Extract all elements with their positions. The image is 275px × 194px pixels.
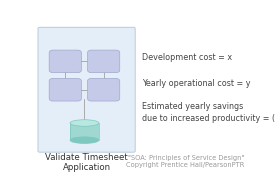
Text: Validate Timesheet
Application: Validate Timesheet Application [45,152,128,172]
Ellipse shape [70,137,99,143]
FancyBboxPatch shape [87,50,120,73]
Text: Yearly operational cost = y: Yearly operational cost = y [142,79,251,87]
FancyBboxPatch shape [38,27,135,152]
FancyBboxPatch shape [87,79,120,101]
FancyBboxPatch shape [49,79,81,101]
Text: "SOA: Principles of Service Design"
Copyright Prentice Hall/PearsonPTR: "SOA: Principles of Service Design" Copy… [126,155,244,168]
Ellipse shape [70,120,99,126]
Text: Development cost = x: Development cost = x [142,53,232,62]
Bar [70,123,99,140]
FancyBboxPatch shape [49,50,81,73]
Text: Estimated yearly savings
due to increased productivity = (x/2) - y: Estimated yearly savings due to increase… [142,102,275,123]
